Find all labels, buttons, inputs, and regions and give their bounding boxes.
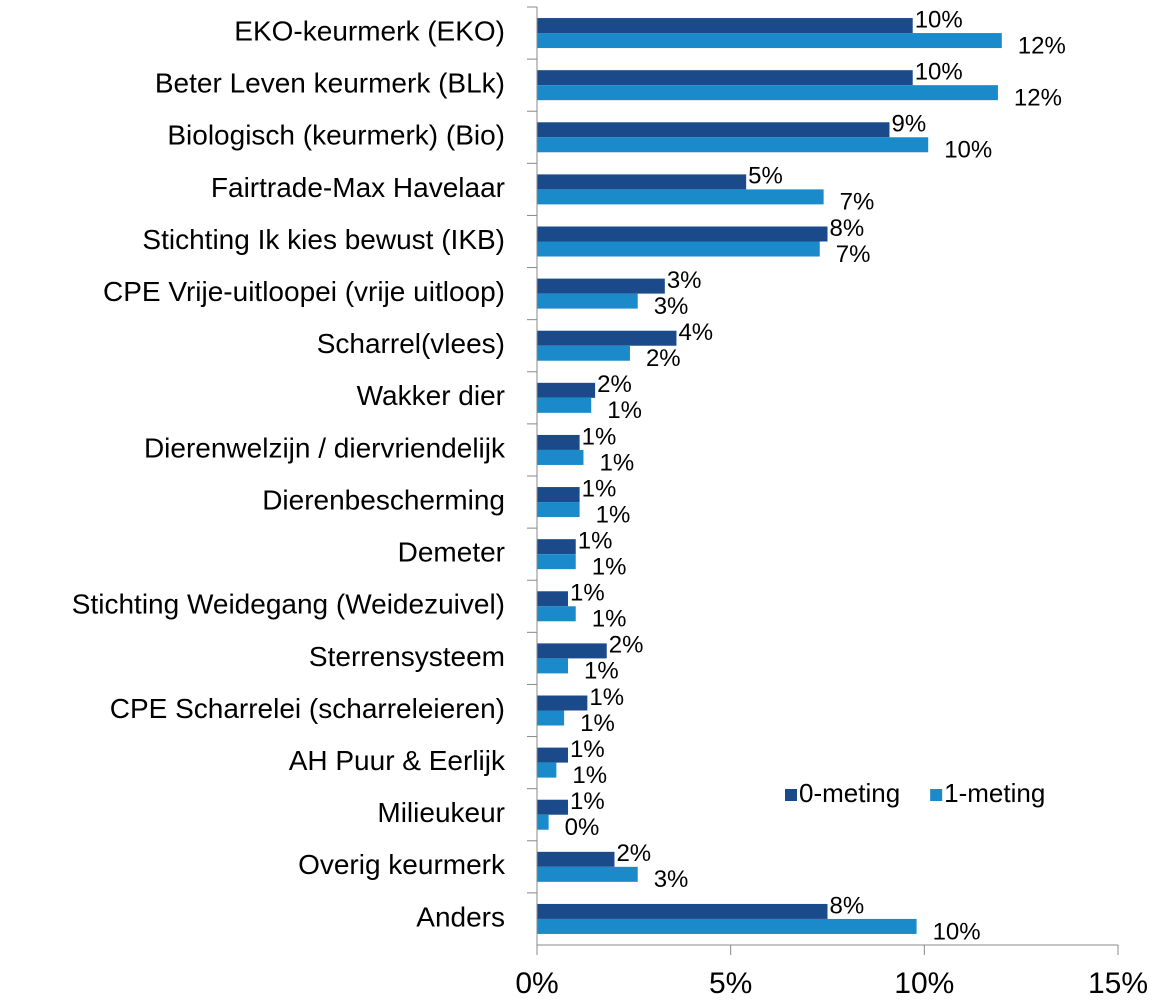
bar bbox=[537, 554, 576, 570]
bar bbox=[537, 434, 580, 450]
data-label: 8% bbox=[830, 215, 865, 242]
category-label: Stichting Weidegang (Weidezuivel) bbox=[72, 589, 505, 620]
bar bbox=[537, 762, 557, 778]
data-label: 9% bbox=[891, 111, 926, 138]
bar bbox=[537, 293, 638, 309]
bar bbox=[537, 539, 576, 555]
category-label: Wakker dier bbox=[357, 380, 505, 411]
data-label: 1% bbox=[596, 501, 631, 528]
data-label: 3% bbox=[654, 293, 689, 320]
data-label: 10% bbox=[933, 918, 981, 945]
data-label: 2% bbox=[646, 345, 681, 372]
data-label: 0% bbox=[565, 814, 600, 841]
bar bbox=[537, 591, 568, 607]
data-label: 10% bbox=[915, 6, 963, 33]
data-label: 1% bbox=[570, 736, 605, 763]
x-tick-label: 5% bbox=[709, 967, 752, 1000]
data-label: 5% bbox=[748, 163, 783, 190]
category-label: AH Puur & Eerlijk bbox=[289, 745, 506, 776]
bar bbox=[537, 85, 998, 101]
bar bbox=[537, 70, 913, 86]
category-label: CPE Scharrelei (scharreleieren) bbox=[110, 693, 505, 724]
bar bbox=[537, 851, 615, 867]
bar bbox=[537, 189, 824, 205]
bar bbox=[537, 658, 568, 674]
data-label: 1% bbox=[592, 554, 627, 581]
data-label: 2% bbox=[597, 371, 632, 398]
category-label: Beter Leven keurmerk (BLk) bbox=[155, 68, 505, 99]
x-tick-label: 10% bbox=[894, 967, 954, 1000]
bar bbox=[537, 397, 592, 413]
data-label: 10% bbox=[944, 137, 992, 164]
data-label: 8% bbox=[830, 892, 865, 919]
category-label: Sterrensysteem bbox=[309, 641, 505, 672]
bar bbox=[537, 710, 565, 726]
bar bbox=[537, 918, 917, 934]
data-label: 7% bbox=[840, 189, 875, 216]
category-label: Dierenbescherming bbox=[262, 484, 505, 515]
data-label: 1% bbox=[582, 423, 617, 450]
category-label: Anders bbox=[416, 901, 505, 932]
legend-label: 1-meting bbox=[944, 778, 1045, 808]
bar bbox=[537, 695, 588, 711]
data-label: 3% bbox=[654, 866, 689, 893]
category-label: Dierenwelzijn / diervriendelijk bbox=[144, 432, 506, 463]
bar bbox=[537, 330, 677, 346]
category-label: Demeter bbox=[398, 537, 505, 568]
x-tick-label: 0% bbox=[515, 967, 558, 1000]
bar bbox=[537, 866, 638, 882]
bar bbox=[537, 382, 596, 398]
data-label: 1% bbox=[592, 606, 627, 633]
legend-swatch bbox=[785, 789, 797, 801]
bar bbox=[537, 278, 665, 294]
data-label: 1% bbox=[570, 788, 605, 815]
data-label: 2% bbox=[609, 632, 644, 659]
bar bbox=[537, 345, 630, 361]
bar bbox=[537, 122, 890, 138]
legend-swatch bbox=[930, 789, 943, 801]
category-label: Fairtrade-Max Havelaar bbox=[211, 172, 505, 203]
bar bbox=[537, 174, 747, 190]
data-label: 12% bbox=[1014, 85, 1062, 112]
data-label: 3% bbox=[667, 267, 702, 294]
category-label: Overig keurmerk bbox=[298, 849, 506, 880]
bar bbox=[537, 226, 828, 242]
data-label: 1% bbox=[607, 397, 642, 424]
category-label: Biologisch (keurmerk) (Bio) bbox=[167, 120, 505, 151]
bar bbox=[537, 502, 580, 518]
data-label: 1% bbox=[570, 580, 605, 607]
bar bbox=[537, 241, 820, 257]
data-label: 4% bbox=[678, 319, 713, 346]
data-label: 1% bbox=[578, 528, 613, 555]
data-label: 1% bbox=[589, 684, 624, 711]
data-label: 1% bbox=[580, 710, 615, 737]
x-tick-label: 15% bbox=[1088, 967, 1148, 1000]
bar bbox=[537, 747, 568, 763]
data-label: 2% bbox=[616, 840, 651, 867]
bar bbox=[537, 18, 913, 34]
bar bbox=[537, 487, 580, 503]
bar bbox=[537, 449, 584, 465]
bar bbox=[537, 33, 1002, 49]
data-label: 1% bbox=[599, 449, 634, 476]
bar bbox=[537, 903, 828, 919]
data-label: 1% bbox=[584, 658, 619, 685]
data-label: 12% bbox=[1018, 32, 1066, 59]
data-label: 1% bbox=[582, 475, 617, 502]
category-label: EKO-keurmerk (EKO) bbox=[234, 15, 505, 46]
category-label: Scharrel(vlees) bbox=[317, 328, 505, 359]
category-label: CPE Vrije-uitloopei (vrije uitloop) bbox=[103, 276, 505, 307]
bar bbox=[537, 814, 549, 830]
category-label: Milieukeur bbox=[377, 797, 505, 828]
data-label: 1% bbox=[572, 762, 607, 789]
category-label: Stichting Ik kies bewust (IKB) bbox=[142, 224, 505, 255]
legend-label: 0-meting bbox=[799, 778, 900, 808]
bar bbox=[537, 137, 929, 153]
data-label: 7% bbox=[836, 241, 871, 268]
bar bbox=[537, 643, 607, 659]
bar bbox=[537, 799, 568, 815]
data-label: 10% bbox=[915, 59, 963, 86]
bar bbox=[537, 606, 576, 622]
